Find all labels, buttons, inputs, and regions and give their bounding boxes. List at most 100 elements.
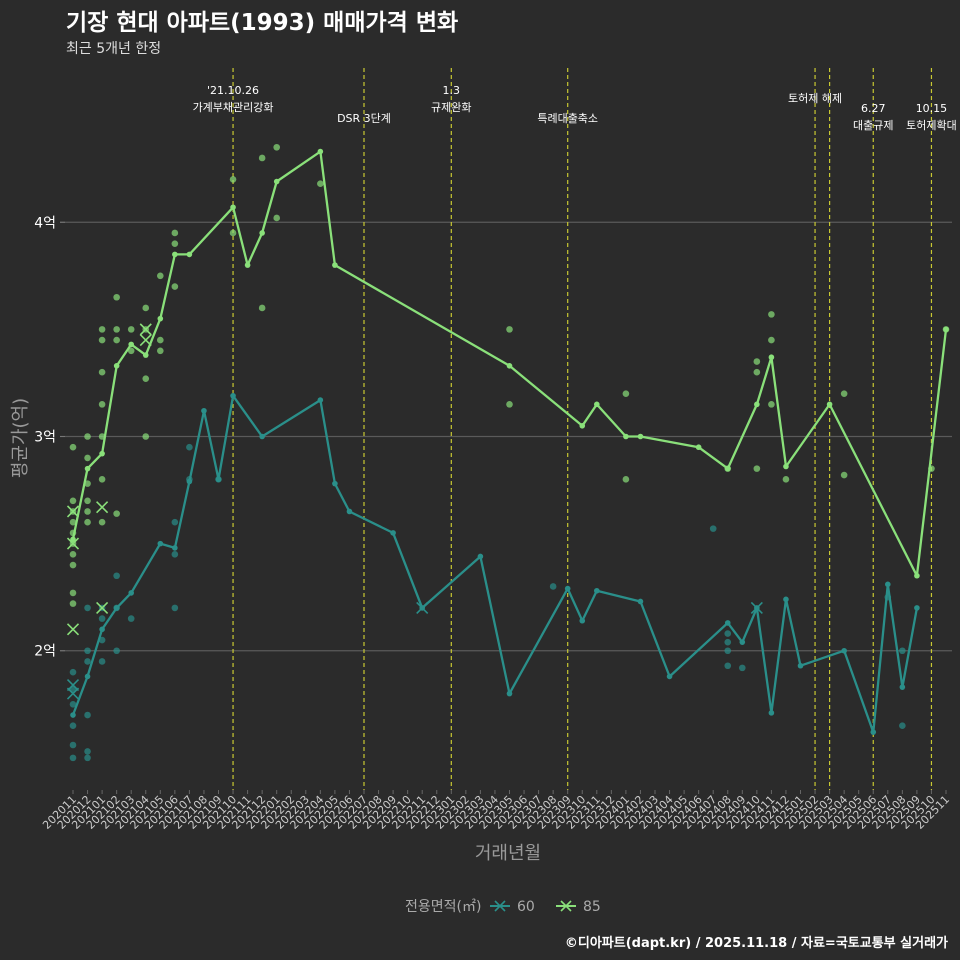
scatter-point-85 — [98, 326, 106, 333]
cross-stroke — [96, 601, 109, 614]
series-point-85 — [594, 401, 600, 408]
scatter-point-85 — [84, 454, 91, 462]
series-point-85 — [826, 401, 833, 408]
cross-marker-85 — [66, 623, 80, 636]
legend-title: 전용면적(㎡) — [405, 899, 481, 915]
series-point-60 — [477, 553, 484, 560]
event-label: 1.3 — [443, 84, 461, 97]
series-point-85 — [186, 251, 193, 258]
scatter-point-85 — [171, 229, 179, 237]
legend-cross — [560, 900, 572, 912]
series-point-85 — [273, 178, 280, 185]
series-point-85 — [332, 262, 338, 268]
y-tick-label: 4억 — [34, 215, 56, 231]
scatter-point-85 — [84, 518, 91, 526]
cross-marker-85 — [66, 537, 80, 550]
scatter-point-85 — [127, 326, 135, 333]
scatter-point-85 — [258, 304, 266, 312]
cross-stroke — [66, 537, 80, 550]
legend: 전용면적(㎡) 60 85 — [405, 899, 601, 915]
cross-stroke — [139, 334, 152, 347]
scatter-point-85 — [98, 368, 106, 376]
scatter-point-85 — [98, 401, 106, 408]
series-point-85 — [70, 536, 76, 543]
cross-stroke — [416, 601, 429, 614]
event-label: 토허제 해제 — [788, 91, 842, 105]
series-point-85 — [623, 433, 629, 440]
scatter-point-85 — [69, 518, 77, 526]
cross-marker-60 — [66, 687, 80, 700]
series-point-85 — [914, 572, 920, 579]
y-tick-label: 2억 — [34, 644, 56, 660]
scatter-point-60 — [113, 572, 120, 580]
series-point-60 — [172, 545, 178, 551]
series-point-60 — [201, 407, 207, 414]
series-point-60 — [230, 392, 236, 399]
event-label: 10.15 — [916, 102, 948, 115]
scatter-point-60 — [171, 518, 179, 526]
scatter-point-85 — [768, 401, 775, 408]
x-axis-label: 거래년월 — [475, 843, 541, 864]
series-point-60 — [128, 590, 134, 596]
y-axis-label: 평균가(억) — [10, 398, 31, 478]
scatter-point-60 — [84, 604, 91, 612]
scatter-point-85 — [69, 497, 77, 505]
scatter-point-85 — [98, 476, 106, 483]
series-point-85 — [172, 251, 178, 258]
series-point-60 — [332, 480, 338, 487]
series-point-85 — [695, 444, 702, 451]
cross-stroke — [66, 623, 80, 636]
scatter-point-60 — [84, 748, 91, 755]
scatter-point-85 — [782, 476, 790, 483]
scatter-point-60 — [899, 647, 906, 655]
scatter-point-60 — [186, 443, 193, 451]
cross-marker-60 — [416, 601, 429, 614]
cross-stroke — [66, 505, 80, 518]
scatter-point-60 — [549, 583, 557, 590]
event-label: 토허제확대 — [906, 119, 957, 132]
series-point-60 — [841, 647, 847, 654]
series-point-60 — [637, 598, 644, 605]
series-lines — [70, 148, 949, 735]
scatter-point-60 — [171, 551, 179, 558]
scatter-point-85 — [157, 347, 164, 355]
event-label: 대출규제 — [853, 119, 893, 132]
cross-marker-60 — [66, 678, 80, 692]
y-axis-ticks: 2억 3억 4억 — [34, 215, 65, 660]
scatter-point-85 — [157, 272, 164, 280]
event-label: 가계부채관리강화 — [193, 101, 274, 114]
series-line-85 — [71, 150, 948, 577]
series-point-60 — [390, 530, 396, 536]
series-point-60 — [70, 712, 76, 718]
cross-stroke — [66, 678, 80, 692]
scatter-point-60 — [84, 658, 91, 665]
scatter-point-85 — [753, 465, 761, 472]
cross-marker-85 — [139, 323, 152, 336]
series-point-85 — [783, 463, 789, 470]
series-point-85 — [113, 362, 120, 369]
series-point-85 — [637, 433, 644, 440]
event-label: DSR 3단계 — [337, 112, 391, 125]
series-point-85 — [317, 148, 324, 155]
series-point-85 — [157, 315, 164, 322]
series-point-60 — [885, 581, 891, 588]
scatter-point-60 — [84, 711, 91, 719]
scatter-point-60 — [724, 638, 732, 646]
scatter-point-85 — [229, 176, 237, 183]
scatter-point-60 — [724, 630, 732, 637]
series-point-60 — [870, 729, 877, 735]
scatter-point-85 — [506, 326, 513, 333]
scatter-point-85 — [157, 336, 164, 344]
series-point-60 — [259, 433, 265, 440]
series-point-60 — [724, 620, 731, 626]
scatter-point-85 — [840, 390, 848, 397]
scatter-point-85 — [98, 336, 106, 344]
scatter-point-85 — [753, 368, 761, 376]
series-point-85 — [768, 354, 775, 361]
scatter-point-60 — [899, 722, 906, 730]
series-point-60 — [564, 585, 571, 592]
series-point-85 — [724, 465, 731, 472]
scatter-point-85 — [69, 589, 77, 597]
series-point-85 — [754, 401, 760, 408]
